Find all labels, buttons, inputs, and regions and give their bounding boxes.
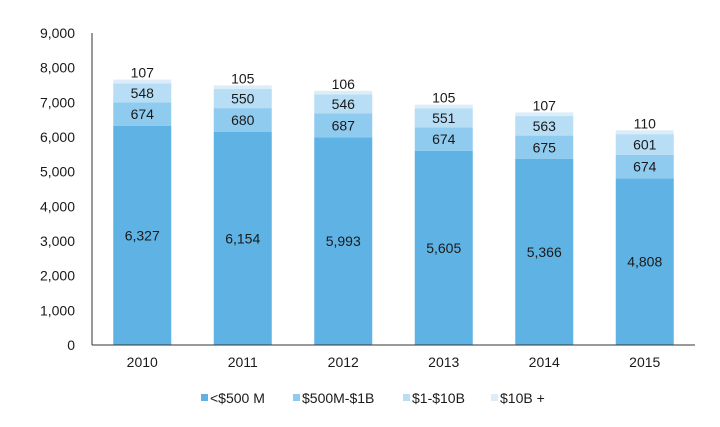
legend-swatch [491,394,498,401]
bar-segment[interactable] [615,154,674,179]
bar-segment[interactable] [615,178,674,345]
legend-label: $1-$10B [412,390,465,406]
y-tick-label: 5,000 [40,164,75,180]
bar-segment[interactable] [414,108,473,128]
bar-stack-2015: 4,808 674 601 110 [615,115,674,345]
data-label: 105 [432,90,456,106]
bar-segment[interactable] [515,135,574,159]
data-label: 563 [533,118,557,134]
bar-stack-2014: 5,366 675 563 107 [515,97,574,345]
y-tick-label: 1,000 [40,302,75,318]
data-label: 4,808 [627,254,662,270]
data-label: 674 [633,159,657,175]
y-tick-label: 9,000 [40,25,75,41]
bar-segment[interactable] [113,83,172,103]
bar-segment[interactable] [213,89,272,109]
data-label: 601 [633,137,657,153]
data-label: 107 [131,65,155,81]
bar-segment[interactable] [314,94,373,114]
legend-label: <$500 M [210,390,265,406]
bar-segment[interactable] [113,79,172,84]
data-label: 5,605 [426,240,461,256]
legend-item[interactable]: <$500 M [201,390,265,406]
bar-area: 6,327 674 548 107 6,154 680 550 105 5,993 687 546 1… [113,65,674,345]
bar-segment[interactable] [213,85,272,90]
data-label: 674 [432,131,456,147]
data-label: 6,327 [125,227,160,243]
data-label: 107 [533,97,557,113]
y-tick-label: 0 [67,337,75,353]
bar-segment[interactable] [414,150,473,345]
x-tick-label: 2013 [428,354,459,370]
x-tick-label: 2010 [127,354,158,370]
bar-segment[interactable] [314,90,373,95]
y-tick-label: 7,000 [40,94,75,110]
legend-label: $500M-$1B [302,390,374,406]
bar-segment[interactable] [515,116,574,136]
data-label: 105 [231,70,255,86]
x-tick-label: 2014 [529,354,560,370]
bar-segment[interactable] [414,104,473,109]
legend-swatch [403,394,410,401]
legend: <$500 M $500M-$1B $1-$10B $10B + [201,390,545,406]
bar-stack-2011: 6,154 680 550 105 [213,70,272,345]
legend-swatch [201,394,208,401]
bar-stack-2012: 5,993 687 546 106 [314,76,373,345]
legend-swatch [293,394,300,401]
y-tick-label: 4,000 [40,198,75,214]
bar-segment[interactable] [615,130,674,135]
bar-segment[interactable] [515,112,574,117]
y-tick-label: 6,000 [40,129,75,145]
data-label: 687 [332,117,356,133]
data-label: 675 [533,139,557,155]
data-label: 548 [131,85,155,101]
bar-segment[interactable] [113,125,172,345]
bar-segment[interactable] [213,108,272,132]
legend-item[interactable]: $1-$10B [403,390,465,406]
legend-label: $10B + [500,390,545,406]
bar-segment[interactable] [414,127,473,151]
data-label: 5,993 [326,233,361,249]
data-label: 6,154 [225,230,260,246]
data-label: 110 [634,115,657,131]
x-axis: 2010 2011 2012 2013 2014 2015 [92,344,695,370]
y-tick-label: 2,000 [40,268,75,284]
x-tick-label: 2015 [629,354,660,370]
data-label: 106 [332,76,356,92]
bar-stack-2013: 5,605 674 551 105 [414,90,473,345]
bar-segment[interactable] [213,131,272,345]
legend-item[interactable]: $10B + [491,390,545,406]
data-label: 674 [131,106,155,122]
bar-segment[interactable] [314,137,373,345]
y-axis: 0 1,000 2,000 3,000 4,000 5,000 6,000 7,000 8,00… [40,25,93,353]
bar-segment[interactable] [113,102,172,126]
x-tick-label: 2012 [328,354,359,370]
data-label: 680 [231,112,255,128]
data-label: 550 [231,91,255,107]
data-label: 551 [432,110,456,126]
y-tick-label: 8,000 [40,60,75,76]
bar-segment[interactable] [314,113,373,138]
data-label: 5,366 [527,244,562,260]
bar-stack-2010: 6,327 674 548 107 [113,65,172,345]
bar-segment[interactable] [615,134,674,155]
x-tick-label: 2011 [228,354,258,370]
bar-segment[interactable] [515,158,574,345]
y-tick-label: 3,000 [40,233,75,249]
data-label: 546 [332,96,356,112]
legend-item[interactable]: $500M-$1B [293,390,374,406]
